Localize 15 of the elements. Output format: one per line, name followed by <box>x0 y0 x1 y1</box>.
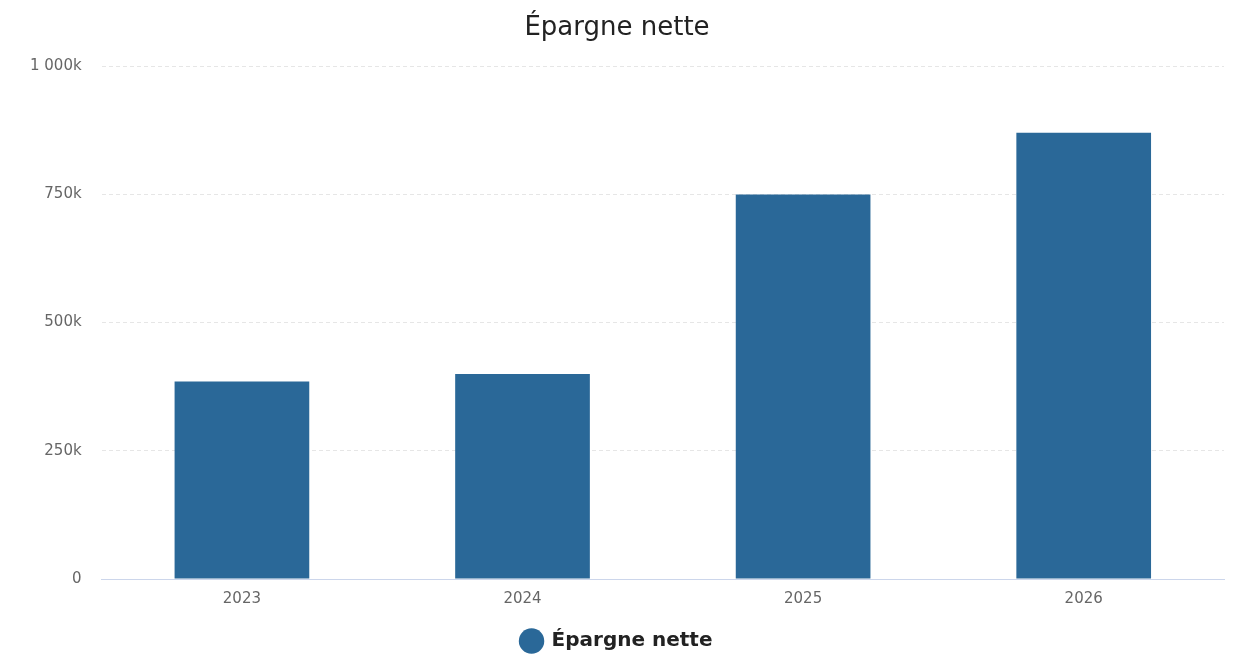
chart-title: Épargne nette <box>524 10 710 42</box>
y-tick-label: 750k <box>44 184 82 203</box>
bar <box>455 373 590 579</box>
bar <box>1016 132 1152 579</box>
x-tick-label: 2024 <box>503 588 542 607</box>
y-tick-label: 500k <box>44 312 82 331</box>
x-tick-label: 2023 <box>222 588 262 607</box>
x-tick-label: 2025 <box>784 588 823 607</box>
bar <box>174 381 310 579</box>
y-tick-label: 1 000k <box>29 56 82 75</box>
x-tick-label: 2026 <box>1064 588 1103 607</box>
bar <box>735 194 871 579</box>
y-tick-label: 250k <box>44 440 82 459</box>
y-tick-label: 0 <box>72 568 82 587</box>
legend-label: Épargne nette <box>551 627 713 652</box>
